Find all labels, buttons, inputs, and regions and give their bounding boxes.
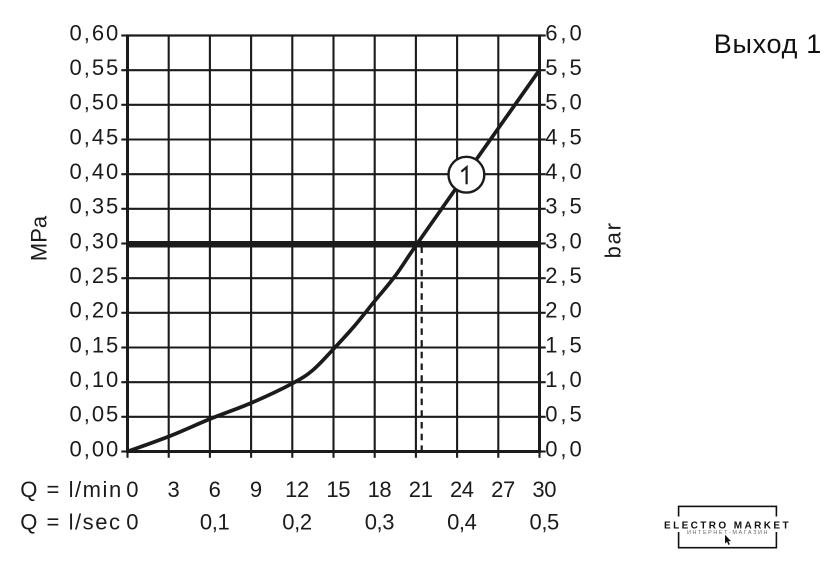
svg-text:4,0: 4,0	[545, 159, 585, 184]
svg-text:0,50: 0,50	[69, 90, 120, 115]
svg-text:Q = l/sec: Q = l/sec	[20, 509, 121, 534]
svg-text:0,3: 0,3	[365, 509, 395, 534]
svg-text:5,5: 5,5	[545, 55, 585, 80]
svg-text:24: 24	[450, 477, 474, 502]
svg-text:0: 0	[126, 509, 138, 534]
svg-text:4,5: 4,5	[545, 124, 585, 149]
svg-text:ИНТЕРНЕТ-МАГАЗИН: ИНТЕРНЕТ-МАГАЗИН	[687, 530, 769, 536]
svg-text:15: 15	[326, 477, 350, 502]
svg-text:3: 3	[167, 477, 179, 502]
svg-text:27: 27	[491, 477, 515, 502]
svg-text:0,0: 0,0	[545, 436, 585, 461]
svg-text:18: 18	[368, 477, 392, 502]
svg-text:0,15: 0,15	[69, 332, 120, 357]
svg-text:1,0: 1,0	[545, 367, 585, 392]
svg-text:3,5: 3,5	[545, 194, 585, 219]
svg-text:0,35: 0,35	[69, 194, 120, 219]
svg-text:0,45: 0,45	[69, 124, 120, 149]
svg-text:6: 6	[209, 477, 221, 502]
svg-text:0,30: 0,30	[69, 228, 120, 253]
svg-text:MPa: MPa	[27, 215, 52, 261]
svg-text:bar: bar	[601, 221, 626, 258]
svg-text:0,1: 0,1	[200, 509, 230, 534]
svg-text:0,60: 0,60	[69, 20, 120, 45]
svg-text:30: 30	[532, 477, 556, 502]
svg-text:21: 21	[409, 477, 433, 502]
svg-text:ELECTRO MARKET: ELECTRO MARKET	[664, 521, 791, 532]
svg-text:2,0: 2,0	[545, 298, 585, 323]
svg-text:1,5: 1,5	[545, 332, 585, 357]
svg-text:9: 9	[250, 477, 262, 502]
svg-text:0,25: 0,25	[69, 263, 120, 288]
svg-text:0,2: 0,2	[282, 509, 312, 534]
svg-text:2,5: 2,5	[545, 263, 585, 288]
svg-text:3,0: 3,0	[545, 228, 585, 253]
svg-text:0,10: 0,10	[69, 367, 120, 392]
svg-text:0,4: 0,4	[447, 509, 477, 534]
svg-text:Q = l/min: Q = l/min	[20, 477, 123, 502]
svg-text:0,5: 0,5	[530, 509, 560, 534]
svg-text:0: 0	[126, 477, 138, 502]
svg-text:12: 12	[285, 477, 309, 502]
svg-text:0,55: 0,55	[69, 55, 120, 80]
svg-text:0,40: 0,40	[69, 159, 120, 184]
svg-text:0,5: 0,5	[545, 402, 585, 427]
svg-text:6,0: 6,0	[545, 20, 585, 45]
svg-text:Выход 1: Выход 1	[714, 29, 822, 59]
svg-text:0,20: 0,20	[69, 298, 120, 323]
svg-text:0,00: 0,00	[69, 436, 120, 461]
svg-text:5,0: 5,0	[545, 90, 585, 115]
svg-text:0,05: 0,05	[69, 402, 120, 427]
